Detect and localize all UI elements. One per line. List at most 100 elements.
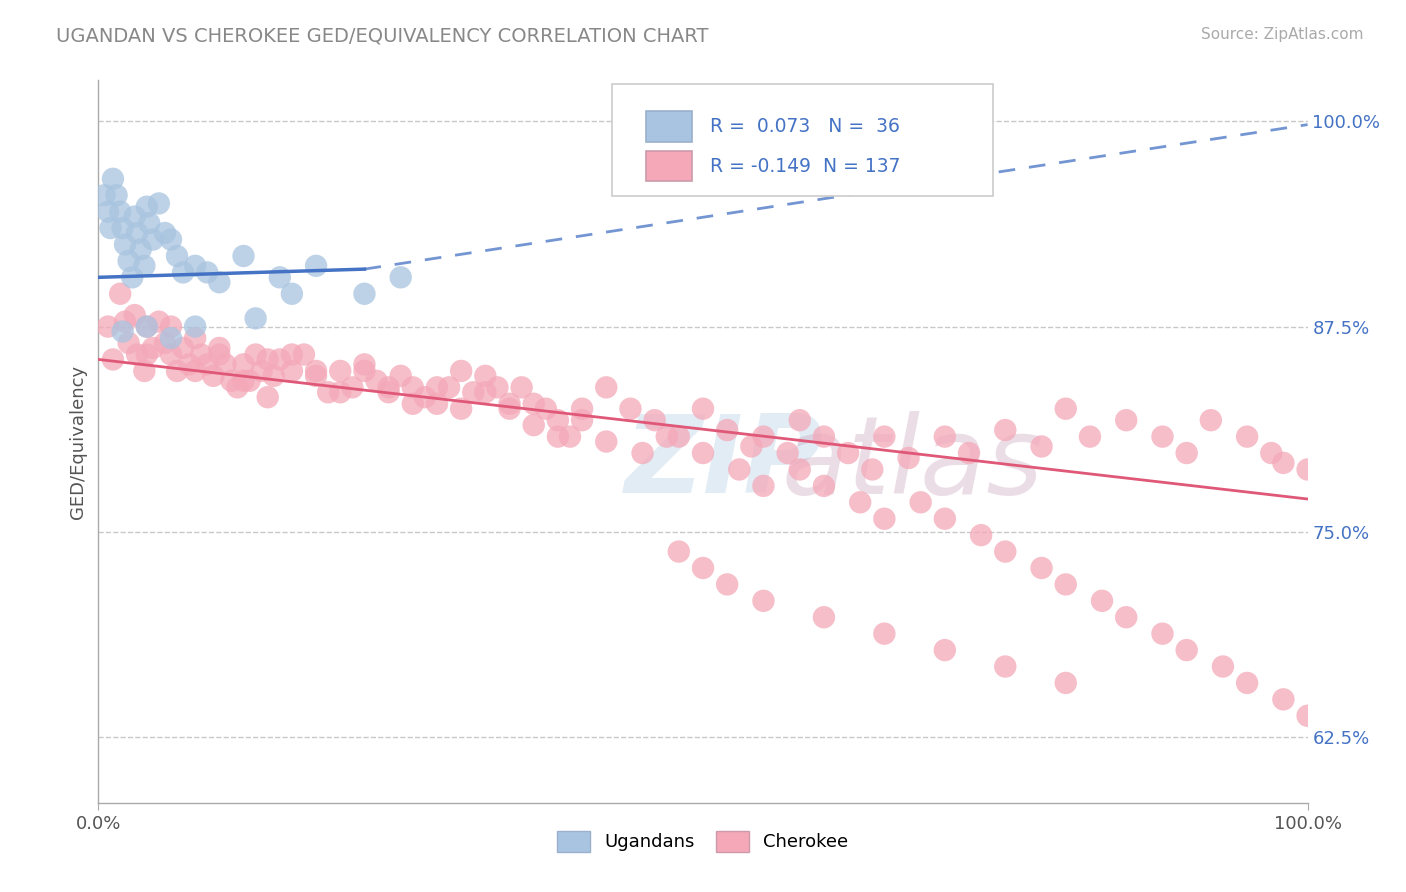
Point — [1199, 413, 1222, 427]
Point — [1152, 429, 1174, 443]
Point — [166, 364, 188, 378]
Point — [668, 544, 690, 558]
Point — [118, 253, 141, 268]
Point — [160, 331, 183, 345]
Point — [195, 357, 218, 371]
Point — [111, 325, 134, 339]
Point — [269, 352, 291, 367]
Point — [263, 368, 285, 383]
Point — [776, 446, 799, 460]
Point — [534, 401, 557, 416]
Point — [305, 259, 328, 273]
Point — [108, 204, 131, 219]
Point — [716, 577, 738, 591]
Point — [1236, 429, 1258, 443]
Point — [245, 311, 267, 326]
Point — [148, 315, 170, 329]
Point — [498, 397, 520, 411]
Point — [1175, 643, 1198, 657]
Point — [498, 401, 520, 416]
Point — [208, 341, 231, 355]
Point — [153, 336, 176, 351]
Point — [232, 374, 254, 388]
Point — [353, 364, 375, 378]
Point — [100, 221, 122, 235]
Point — [389, 368, 412, 383]
Point — [281, 364, 304, 378]
Point — [1212, 659, 1234, 673]
Point — [142, 341, 165, 355]
Point — [860, 462, 883, 476]
Point — [148, 196, 170, 211]
Point — [450, 364, 472, 378]
Y-axis label: GED/Equivalency: GED/Equivalency — [69, 365, 87, 518]
Point — [837, 446, 859, 460]
Point — [910, 495, 932, 509]
Point — [957, 446, 980, 460]
Point — [114, 237, 136, 252]
Point — [239, 374, 262, 388]
Text: R =  0.073   N =  36: R = 0.073 N = 36 — [710, 117, 900, 136]
Point — [523, 418, 546, 433]
Point — [134, 259, 156, 273]
Point — [1091, 594, 1114, 608]
Text: atlas: atlas — [782, 410, 1043, 516]
Point — [740, 440, 762, 454]
Point — [353, 357, 375, 371]
Point — [426, 380, 449, 394]
Point — [256, 390, 278, 404]
Point — [813, 479, 835, 493]
Point — [692, 446, 714, 460]
Point — [135, 319, 157, 334]
Point — [631, 446, 654, 460]
Point — [172, 341, 194, 355]
Point — [1296, 708, 1319, 723]
FancyBboxPatch shape — [613, 84, 993, 196]
Point — [547, 413, 569, 427]
Point — [118, 336, 141, 351]
Point — [232, 249, 254, 263]
Point — [179, 357, 201, 371]
Point — [934, 512, 956, 526]
Point — [226, 380, 249, 394]
Point — [789, 462, 811, 476]
Point — [281, 347, 304, 361]
Point — [208, 275, 231, 289]
Point — [994, 544, 1017, 558]
Point — [377, 385, 399, 400]
Text: Source: ZipAtlas.com: Source: ZipAtlas.com — [1201, 27, 1364, 42]
Point — [897, 450, 920, 465]
Point — [558, 429, 581, 443]
Point — [1115, 413, 1137, 427]
Point — [101, 352, 124, 367]
Point — [934, 643, 956, 657]
Point — [160, 347, 183, 361]
Point — [752, 479, 775, 493]
Point — [474, 385, 496, 400]
Point — [184, 259, 207, 273]
Point — [752, 594, 775, 608]
Point — [668, 429, 690, 443]
Point — [595, 434, 617, 449]
Point — [1175, 446, 1198, 460]
Point — [813, 429, 835, 443]
Point — [571, 401, 593, 416]
Point — [101, 171, 124, 186]
Point — [190, 347, 212, 361]
Point — [873, 512, 896, 526]
Text: ZIP: ZIP — [624, 410, 823, 516]
Point — [135, 347, 157, 361]
Point — [474, 368, 496, 383]
Point — [329, 385, 352, 400]
Point — [153, 226, 176, 240]
Point — [305, 364, 328, 378]
Point — [124, 308, 146, 322]
Point — [873, 626, 896, 640]
Point — [1054, 401, 1077, 416]
Point — [1054, 577, 1077, 591]
Text: UGANDAN VS CHEROKEE GED/EQUIVALENCY CORRELATION CHART: UGANDAN VS CHEROKEE GED/EQUIVALENCY CORR… — [56, 27, 709, 45]
Point — [111, 221, 134, 235]
Point — [127, 347, 149, 361]
Point — [329, 364, 352, 378]
Point — [1272, 692, 1295, 706]
